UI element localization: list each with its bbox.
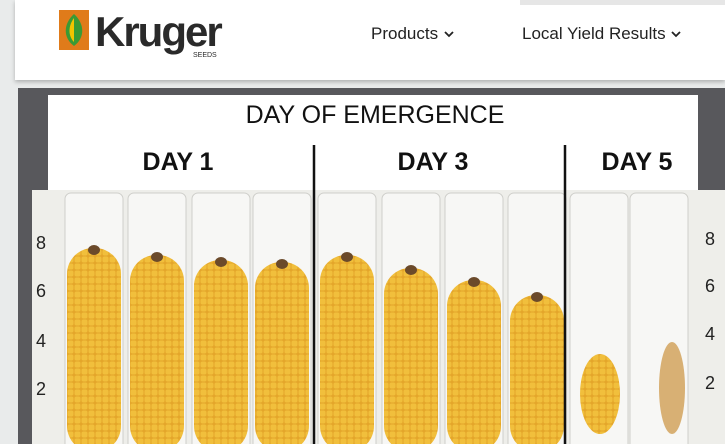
scale-number: 8 — [705, 229, 715, 249]
scale-number: 8 — [36, 233, 46, 253]
top-band — [520, 0, 725, 5]
corn-cob — [130, 255, 184, 444]
nav-item[interactable]: Local Yield Results — [522, 24, 682, 44]
corn-cob — [447, 280, 501, 444]
scale-number: 6 — [705, 276, 715, 296]
scale-number: 2 — [705, 373, 715, 393]
cob-tip — [215, 257, 227, 267]
nav-label: Local Yield Results — [522, 24, 666, 43]
group-label: DAY 5 — [602, 148, 673, 176]
corn-cob — [255, 262, 309, 444]
corn-cob — [67, 248, 121, 444]
cob-tip — [88, 245, 100, 255]
corn-cob — [194, 260, 248, 444]
cob-tip — [341, 252, 353, 262]
logo-name[interactable]: Kruger — [95, 8, 221, 56]
corn-cob — [384, 268, 438, 444]
logo-icon[interactable] — [59, 10, 91, 50]
group-label: DAY 1 — [143, 148, 214, 176]
page: Kruger SEEDS Products Local Yield Result… — [0, 0, 725, 444]
corn-cob — [510, 295, 564, 444]
cob-tip — [531, 292, 543, 302]
chevron — [670, 29, 682, 39]
cob-tip — [276, 259, 288, 269]
cob-tip — [405, 265, 417, 275]
group-label: DAY 3 — [398, 148, 469, 176]
nav-item[interactable]: Products — [371, 24, 455, 44]
small-cob — [580, 354, 620, 434]
nav-label: Products — [371, 24, 438, 43]
scale-number: 6 — [36, 281, 46, 301]
corn-cob — [320, 255, 374, 444]
cob-tip — [468, 277, 480, 287]
logo-tagline: SEEDS — [193, 52, 217, 59]
photo: DAY OF EMERGENCE DAY 1 DAY 3 DAY 5 8 6 4 2 8 6 4 2 — [18, 88, 725, 444]
photo-title: DAY OF EMERGENCE — [246, 101, 505, 129]
chevron — [443, 29, 455, 39]
scale-number: 2 — [36, 379, 46, 399]
scale-number: 4 — [705, 324, 715, 344]
cob-tip — [151, 252, 163, 262]
scale-number: 4 — [36, 331, 46, 351]
small-cob — [659, 342, 685, 434]
site-header: Kruger SEEDS Products Local Yield Result… — [15, 0, 725, 80]
